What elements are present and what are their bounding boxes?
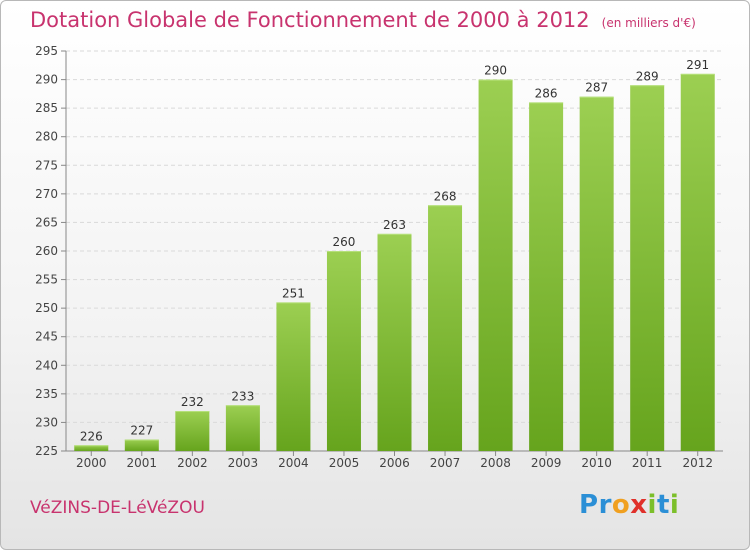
value-label: 263 <box>383 218 406 232</box>
y-tick-label: 275 <box>35 158 58 172</box>
value-label: 232 <box>181 395 204 409</box>
x-tick-label: 2000 <box>76 456 107 470</box>
x-tick-label: 2003 <box>228 456 259 470</box>
value-label: 251 <box>282 286 305 300</box>
chart-unit-label: (en milliers d'€) <box>601 16 696 30</box>
x-tick-label: 2002 <box>177 456 208 470</box>
logo-letter: o <box>611 490 631 520</box>
logo-letter: i <box>669 490 680 520</box>
y-tick-label: 250 <box>35 301 58 315</box>
x-tick-label: 2012 <box>682 456 713 470</box>
value-label: 233 <box>231 389 254 403</box>
bar-2001 <box>124 439 159 451</box>
value-label: 287 <box>585 81 608 95</box>
y-tick-label: 240 <box>35 358 58 372</box>
bar-2004 <box>276 302 311 451</box>
value-label: 291 <box>686 58 709 72</box>
chart-title: Dotation Globale de Fonctionnement de 20… <box>30 8 696 32</box>
bar-2005 <box>326 251 361 451</box>
bar-2000 <box>74 445 109 451</box>
logo-letter: P <box>579 490 599 520</box>
x-tick-label: 2004 <box>278 456 309 470</box>
bar-2007 <box>428 205 463 451</box>
y-tick-label: 265 <box>35 215 58 229</box>
bar-2009 <box>529 102 564 451</box>
x-tick-label: 2011 <box>632 456 663 470</box>
logo-letter: i <box>647 490 657 520</box>
x-tick-label: 2001 <box>127 456 158 470</box>
x-tick-label: 2006 <box>379 456 410 470</box>
value-label: 260 <box>333 235 356 249</box>
y-tick-label: 290 <box>35 73 58 87</box>
bar-2011 <box>630 85 665 452</box>
value-label: 286 <box>535 86 558 100</box>
value-label: 289 <box>636 69 659 83</box>
value-label: 268 <box>434 189 457 203</box>
bar-2002 <box>175 411 210 451</box>
x-tick-label: 2010 <box>581 456 612 470</box>
value-label: 290 <box>484 64 507 78</box>
logo-letter: t <box>656 490 670 520</box>
bar-2008 <box>478 79 513 452</box>
tick-labels: 225 230 235 240 245 250 255 260 265 270 275 280 285 2… <box>35 44 713 470</box>
value-label: 227 <box>130 424 153 438</box>
bar-2010 <box>579 96 614 451</box>
y-tick-label: 235 <box>35 387 58 401</box>
x-tick-label: 2009 <box>531 456 562 470</box>
x-tick-label: 2008 <box>480 456 511 470</box>
bar-2006 <box>377 233 412 451</box>
y-tick-label: 225 <box>35 444 58 458</box>
proxiti-logo: Proxiti <box>579 490 679 520</box>
y-tick-label: 245 <box>35 330 58 344</box>
x-tick-label: 2005 <box>329 456 360 470</box>
logo-letter: r <box>598 490 612 520</box>
bars <box>74 73 715 452</box>
logo-letter: x <box>630 490 648 520</box>
y-tick-label: 285 <box>35 101 58 115</box>
value-label: 226 <box>80 429 103 443</box>
chart-title-text: Dotation Globale de Fonctionnement de 20… <box>30 8 590 32</box>
y-tick-label: 230 <box>35 415 58 429</box>
commune-name: VéZINS-DE-LéVéZOU <box>30 498 205 518</box>
y-tick-label: 260 <box>35 244 58 258</box>
bar-2012 <box>680 73 715 451</box>
y-tick-label: 270 <box>35 187 58 201</box>
y-tick-label: 255 <box>35 273 58 287</box>
y-tick-label: 295 <box>35 44 58 58</box>
bar-2003 <box>225 405 260 451</box>
y-tick-label: 280 <box>35 130 58 144</box>
x-tick-label: 2007 <box>430 456 461 470</box>
